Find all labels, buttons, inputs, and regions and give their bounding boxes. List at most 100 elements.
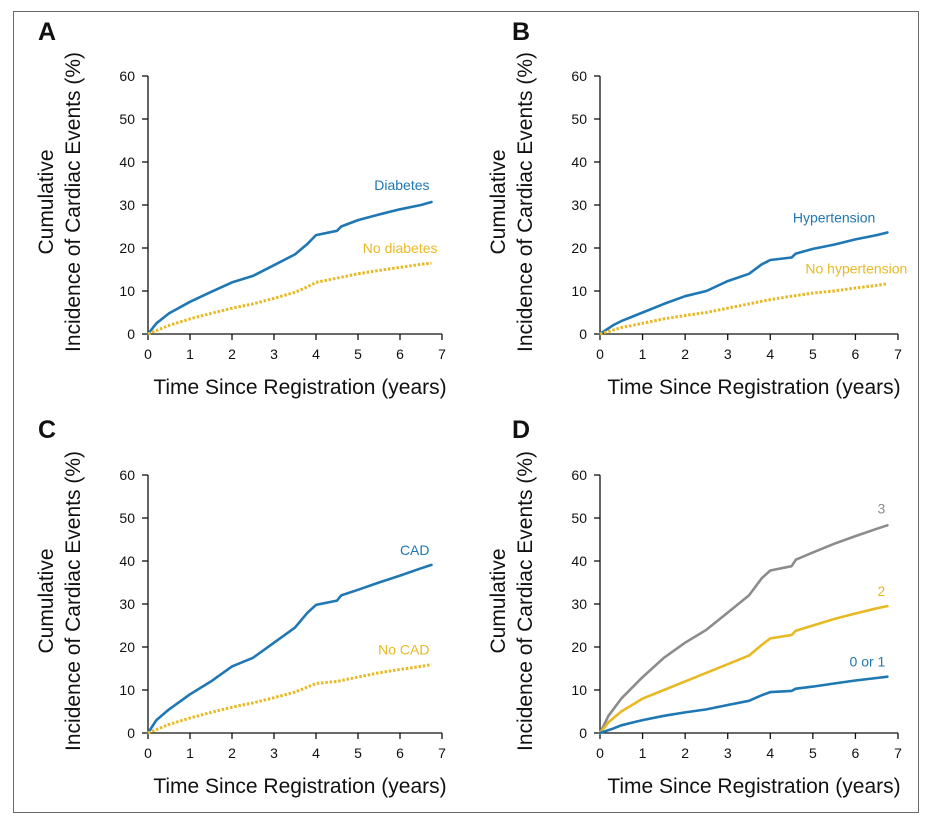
x-tick-label: 7 [438, 745, 446, 761]
y-tick-label: 10 [571, 682, 587, 698]
panel-a: A 0 10 20 30 40 50 60 0 1 2 3 4 5 6 7 Time Since Registr… [35, 18, 447, 399]
x-tick-label: 0 [144, 745, 152, 761]
x-tick-label: 4 [766, 745, 774, 761]
series-label: CAD [400, 542, 430, 558]
panel-letter: B [512, 18, 530, 46]
series-line-no-diabetes [147, 261, 432, 336]
y-tick-label: 40 [119, 553, 135, 569]
y-axis-label-line1: Cumulative [35, 548, 58, 653]
y-tick-label: 0 [579, 725, 587, 741]
series-label: 2 [878, 583, 886, 599]
x-tick-label: 2 [681, 346, 689, 362]
x-tick-label: 3 [270, 346, 278, 362]
x-tick-label: 3 [270, 745, 278, 761]
panel-letter: A [38, 18, 56, 46]
x-tick-label: 4 [312, 745, 320, 761]
y-tick-label: 50 [119, 510, 135, 526]
x-tick-label: 2 [681, 745, 689, 761]
x-tick-label: 5 [354, 346, 362, 362]
x-tick-label: 7 [438, 346, 446, 362]
x-tick-label: 2 [228, 346, 236, 362]
x-axis-label: Time Since Registration (years) [607, 376, 900, 399]
y-tick-label: 30 [571, 197, 587, 213]
y-tick-label: 20 [571, 639, 587, 655]
y-tick-label: 50 [571, 111, 587, 127]
series-label: 0 or 1 [850, 654, 886, 670]
x-tick-label: 6 [852, 745, 860, 761]
panel-letter: D [512, 416, 530, 444]
y-tick-label: 0 [127, 326, 135, 342]
series-label: No hypertension [805, 261, 907, 277]
series-line-cad [146, 563, 433, 735]
y-axis-label-line2: Incidence of Cardiac Events (%) [514, 451, 537, 751]
series-label: 3 [878, 500, 886, 516]
y-axis-label-line1: Cumulative [487, 548, 510, 653]
series-line-no-cad [147, 663, 432, 735]
y-tick-label: 20 [119, 639, 135, 655]
series-line-no-hypertension [599, 282, 888, 336]
y-tick-label: 60 [119, 467, 135, 483]
y-tick-label: 30 [571, 596, 587, 612]
figure-frame [13, 11, 919, 813]
x-tick-label: 5 [809, 745, 817, 761]
x-tick-label: 1 [186, 745, 194, 761]
series-label: No CAD [378, 642, 429, 658]
x-tick-label: 0 [596, 745, 604, 761]
panel-letter: C [38, 416, 56, 444]
series-label: No diabetes [363, 240, 438, 256]
x-axis-label: Time Since Registration (years) [153, 775, 446, 798]
y-tick-label: 10 [119, 682, 135, 698]
x-tick-label: 3 [724, 346, 732, 362]
x-tick-label: 3 [724, 745, 732, 761]
x-axis-label: Time Since Registration (years) [153, 376, 446, 399]
y-tick-label: 60 [571, 68, 587, 84]
y-axis-label-line1: Cumulative [35, 149, 58, 254]
y-axis-label-line2: Incidence of Cardiac Events (%) [514, 52, 537, 352]
y-axis-label-line1: Cumulative [487, 149, 510, 254]
x-tick-label: 1 [639, 745, 647, 761]
series-line-3 [598, 523, 889, 735]
y-axis-label-line2: Incidence of Cardiac Events (%) [62, 52, 85, 352]
y-tick-label: 0 [127, 725, 135, 741]
x-tick-label: 5 [809, 346, 817, 362]
y-tick-label: 10 [571, 283, 587, 299]
y-tick-label: 30 [119, 197, 135, 213]
y-tick-label: 10 [119, 283, 135, 299]
x-axis-label: Time Since Registration (years) [607, 775, 900, 798]
y-tick-label: 40 [119, 154, 135, 170]
series-label: Hypertension [793, 210, 876, 226]
x-tick-label: 1 [639, 346, 647, 362]
x-tick-label: 1 [186, 346, 194, 362]
panel-c: C 0 10 20 30 40 50 60 0 1 2 3 4 5 6 7 Time Since Registr… [35, 416, 447, 798]
y-tick-label: 60 [119, 68, 135, 84]
y-tick-label: 60 [571, 467, 587, 483]
y-tick-label: 30 [119, 596, 135, 612]
y-axis-label-line2: Incidence of Cardiac Events (%) [62, 451, 85, 751]
x-tick-label: 4 [312, 346, 320, 362]
y-tick-label: 50 [571, 510, 587, 526]
series-line-diabetes [146, 200, 433, 336]
series-line-hypertension [598, 231, 889, 336]
x-tick-label: 7 [894, 745, 902, 761]
series-line-0-or-1 [598, 675, 889, 735]
x-tick-label: 6 [852, 346, 860, 362]
x-tick-label: 0 [596, 346, 604, 362]
y-tick-label: 0 [579, 326, 587, 342]
y-tick-label: 20 [119, 240, 135, 256]
panel-d: D 0 10 20 30 40 50 60 0 1 2 3 4 5 6 7 Time Since Registr… [487, 416, 902, 798]
x-tick-label: 7 [894, 346, 902, 362]
series-line-2 [598, 604, 889, 735]
y-tick-label: 50 [119, 111, 135, 127]
x-tick-label: 6 [396, 346, 404, 362]
x-tick-label: 6 [396, 745, 404, 761]
x-tick-label: 5 [354, 745, 362, 761]
x-tick-label: 2 [228, 745, 236, 761]
y-tick-label: 20 [571, 240, 587, 256]
y-tick-label: 40 [571, 154, 587, 170]
x-tick-label: 0 [144, 346, 152, 362]
panel-b: B 0 10 20 30 40 50 60 0 1 2 3 4 5 6 7 Time Since Registr… [487, 18, 907, 399]
series-label: Diabetes [374, 177, 429, 193]
y-tick-label: 40 [571, 553, 587, 569]
x-tick-label: 4 [766, 346, 774, 362]
